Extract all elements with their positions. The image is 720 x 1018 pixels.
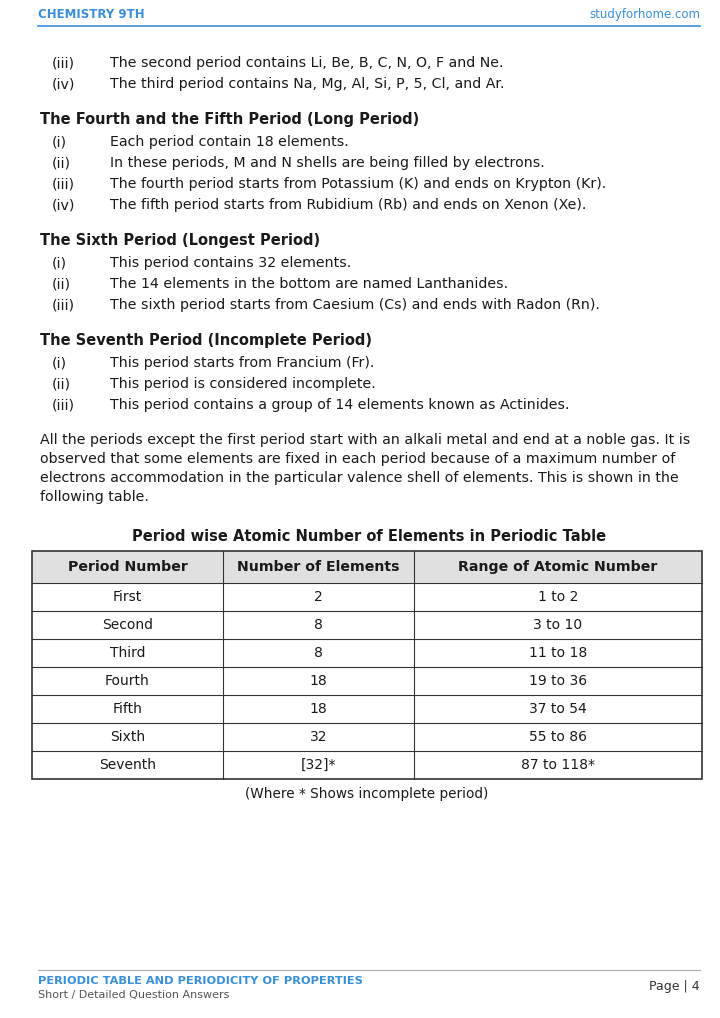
Text: Short / Detailed Question Answers: Short / Detailed Question Answers — [38, 989, 230, 1000]
Text: 19 to 36: 19 to 36 — [529, 674, 587, 688]
Text: The Seventh Period (Incomplete Period): The Seventh Period (Incomplete Period) — [40, 333, 372, 348]
Text: Sixth: Sixth — [110, 730, 145, 744]
Text: 37 to 54: 37 to 54 — [529, 702, 587, 716]
Text: studyforhome.com: studyforhome.com — [589, 8, 700, 21]
Text: Range of Atomic Number: Range of Atomic Number — [458, 560, 657, 574]
Text: (iv): (iv) — [52, 77, 76, 91]
Bar — [32, 551, 702, 779]
Text: The fifth period starts from Rubidium (Rb) and ends on Xenon (Xe).: The fifth period starts from Rubidium (R… — [110, 197, 586, 212]
Text: Fourth: Fourth — [105, 674, 150, 688]
Text: 87 to 118*: 87 to 118* — [521, 758, 595, 772]
Text: This period starts from Francium (Fr).: This period starts from Francium (Fr). — [110, 356, 374, 370]
Text: 32: 32 — [310, 730, 327, 744]
Text: Number of Elements: Number of Elements — [237, 560, 400, 574]
Text: The Fourth and the Fifth Period (Long Period): The Fourth and the Fifth Period (Long Pe… — [40, 112, 419, 127]
Text: 1 to 2: 1 to 2 — [538, 590, 578, 604]
Text: 18: 18 — [310, 674, 328, 688]
Text: Period Number: Period Number — [68, 560, 187, 574]
Text: (iii): (iii) — [52, 398, 75, 412]
Text: In these periods, M and N shells are being filled by electrons.: In these periods, M and N shells are bei… — [110, 156, 545, 170]
Text: 8: 8 — [314, 618, 323, 632]
Text: First: First — [113, 590, 142, 604]
Text: Period wise Atomic Number of Elements in Periodic Table: Period wise Atomic Number of Elements in… — [132, 529, 606, 544]
Text: Each period contain 18 elements.: Each period contain 18 elements. — [110, 135, 348, 149]
Text: 55 to 86: 55 to 86 — [529, 730, 587, 744]
Text: Third: Third — [109, 646, 145, 660]
Text: The third period contains Na, Mg, Al, Si, P, 5, Cl, and Ar.: The third period contains Na, Mg, Al, Si… — [110, 77, 505, 91]
Text: (iv): (iv) — [52, 197, 76, 212]
Text: The sixth period starts from Caesium (Cs) and ends with Radon (Rn).: The sixth period starts from Caesium (Cs… — [110, 298, 600, 312]
Text: CHEMISTRY 9TH: CHEMISTRY 9TH — [38, 8, 145, 21]
Text: Second: Second — [102, 618, 153, 632]
Text: 2: 2 — [314, 590, 323, 604]
Text: observed that some elements are fixed in each period because of a maximum number: observed that some elements are fixed in… — [40, 452, 675, 466]
Text: The second period contains Li, Be, B, C, N, O, F and Ne.: The second period contains Li, Be, B, C,… — [110, 56, 503, 70]
Text: (ii): (ii) — [52, 377, 71, 391]
Text: The 14 elements in the bottom are named Lanthanides.: The 14 elements in the bottom are named … — [110, 277, 508, 291]
Text: 18: 18 — [310, 702, 328, 716]
Text: Fifth: Fifth — [112, 702, 143, 716]
Text: This period is considered incomplete.: This period is considered incomplete. — [110, 377, 376, 391]
Text: (iii): (iii) — [52, 56, 75, 70]
Text: [32]*: [32]* — [301, 758, 336, 772]
Text: This period contains 32 elements.: This period contains 32 elements. — [110, 256, 351, 270]
Text: following table.: following table. — [40, 490, 149, 504]
Text: 8: 8 — [314, 646, 323, 660]
Text: The Sixth Period (Longest Period): The Sixth Period (Longest Period) — [40, 233, 320, 248]
Text: (iii): (iii) — [52, 298, 75, 312]
Text: (i): (i) — [52, 356, 67, 370]
Text: PERIODIC TABLE AND PERIODICITY OF PROPERTIES: PERIODIC TABLE AND PERIODICITY OF PROPER… — [38, 976, 363, 986]
Text: (i): (i) — [52, 135, 67, 149]
Text: 3 to 10: 3 to 10 — [534, 618, 582, 632]
Text: (iii): (iii) — [52, 177, 75, 191]
Bar — [32, 551, 702, 583]
Text: electrons accommodation in the particular valence shell of elements. This is sho: electrons accommodation in the particula… — [40, 471, 679, 485]
Text: All the periods except the first period start with an alkali metal and end at a : All the periods except the first period … — [40, 433, 690, 447]
Text: Seventh: Seventh — [99, 758, 156, 772]
Text: This period contains a group of 14 elements known as Actinides.: This period contains a group of 14 eleme… — [110, 398, 570, 412]
Text: (i): (i) — [52, 256, 67, 270]
Text: The fourth period starts from Potassium (K) and ends on Krypton (Kr).: The fourth period starts from Potassium … — [110, 177, 606, 191]
Text: Page | 4: Page | 4 — [649, 980, 700, 993]
Text: 11 to 18: 11 to 18 — [528, 646, 587, 660]
Text: (ii): (ii) — [52, 277, 71, 291]
Text: (ii): (ii) — [52, 156, 71, 170]
Text: (Where * Shows incomplete period): (Where * Shows incomplete period) — [246, 787, 489, 801]
